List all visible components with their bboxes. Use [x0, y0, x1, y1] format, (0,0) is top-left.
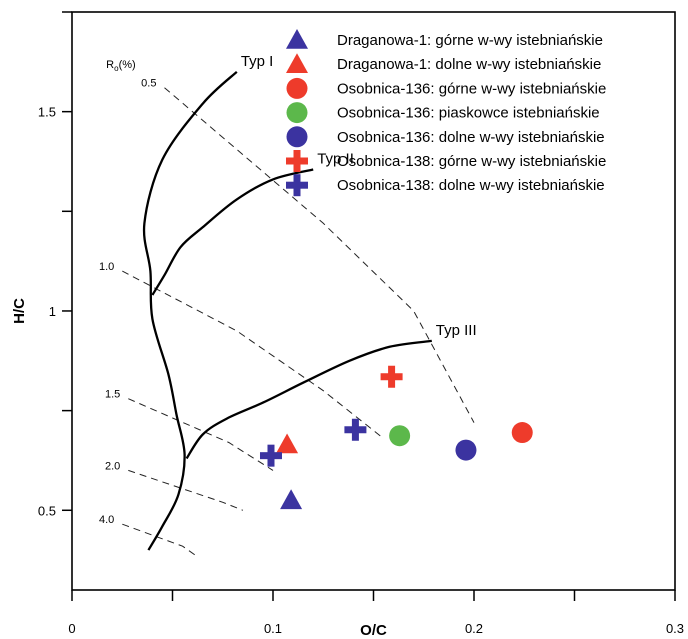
legend-marker	[286, 29, 308, 49]
ro-line-label: 0.5	[141, 78, 156, 90]
legend-label: Osobnica-136: górne w-wy istebniańskie	[337, 80, 606, 97]
ro-line-label: 2.0	[105, 460, 120, 472]
legend-label: Osobnica-136: dolne w-wy istebniańskie	[337, 129, 605, 146]
legend: Draganowa-1: górne w-wy istebniańskie Dra…	[286, 29, 606, 197]
x-axis-title: O/C	[360, 622, 387, 639]
y-axis-title: H/C	[11, 298, 28, 324]
kerogen-curve-label: Typ I	[241, 53, 274, 70]
ro-line	[128, 398, 274, 471]
legend-marker	[286, 102, 308, 124]
legend-marker	[286, 126, 308, 148]
y-tick-label: 1	[49, 304, 56, 319]
kerogen-curve	[142, 70, 238, 551]
ro-line-label: 1.0	[99, 261, 114, 273]
ro-line	[122, 270, 384, 439]
plot-area: 0 0.1 0.2 0.3 0.5 1 1.5 O/C H/C Ro(%) 0.5 1.0 1.5 2.0…	[11, 11, 684, 639]
legend-label: Osobnica-138: górne w-wy istebniańskie	[337, 153, 606, 170]
legend-marker	[286, 174, 308, 197]
legend-marker	[286, 77, 308, 99]
data-point	[259, 444, 282, 467]
ro-line-label: 4.0	[99, 514, 114, 526]
y-tick-label: 1.5	[38, 105, 56, 120]
data-point	[389, 425, 411, 447]
ro-line-label: 1.5	[105, 389, 120, 401]
kerogen-curve-label: Typ III	[436, 322, 477, 339]
legend-marker	[286, 53, 308, 73]
kerogen-curve	[151, 168, 314, 296]
legend-label: Draganowa-1: górne w-wy istebniańskie	[337, 32, 603, 49]
data-point	[455, 439, 477, 461]
legend-label: Osobnica-136: piaskowce istebniańskie	[337, 105, 600, 122]
data-point	[344, 418, 367, 441]
ro-line	[164, 87, 475, 423]
x-tick-label: 0	[68, 621, 75, 636]
data-point	[511, 422, 533, 444]
plot-frame	[71, 11, 676, 591]
data-point	[380, 365, 403, 388]
kerogen-curve	[185, 339, 432, 460]
x-tick-label: 0.1	[264, 621, 282, 636]
ro-line	[122, 523, 197, 557]
x-tick-label: 0.2	[465, 621, 483, 636]
legend-marker	[286, 150, 308, 172]
kerogen-curve-label: Typ II	[317, 150, 354, 167]
legend-label: Draganowa-1: dolne w-wy istebniańskie	[337, 56, 601, 73]
data-point	[280, 489, 303, 510]
ro-title: Ro(%)	[106, 59, 136, 73]
legend-label: Osobnica-138: dolne w-wy istebniańskie	[337, 177, 605, 194]
x-tick-label: 0.3	[666, 621, 684, 636]
data-point	[276, 433, 299, 454]
ro-line	[128, 469, 244, 511]
y-tick-label: 0.5	[38, 503, 56, 518]
